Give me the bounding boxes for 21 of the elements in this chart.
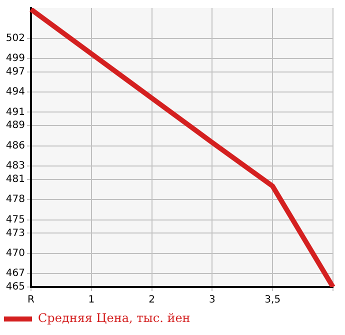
y-tick-label: 497 [6,66,25,78]
y-tick-label: 486 [6,140,25,152]
y-tick-label: 481 [6,174,25,186]
y-tick-label: 494 [6,86,25,98]
y-tick-label: 478 [6,194,25,206]
y-tick-label: 465 [6,282,25,293]
x-tick-label: 3,5 [264,294,281,306]
y-tick-label: 467 [6,268,25,280]
x-tick-label: 3 [209,294,216,306]
y-tick-label: 502 [6,32,25,44]
x-tick-label: R [28,294,35,306]
y-tick-label: 491 [6,106,25,118]
y-tick-label: 473 [6,228,25,239]
x-tick-label: 1 [88,294,95,306]
y-tick-label: 499 [6,53,25,64]
x-tick-label: 2 [148,294,155,306]
y-tick-label: 489 [6,120,25,132]
y-tick-label: 483 [6,160,25,172]
legend-label: Средняя Цена, тыс. йен [38,311,190,326]
y-tick-label: 470 [6,248,25,259]
y-tick-label: 475 [6,214,25,226]
